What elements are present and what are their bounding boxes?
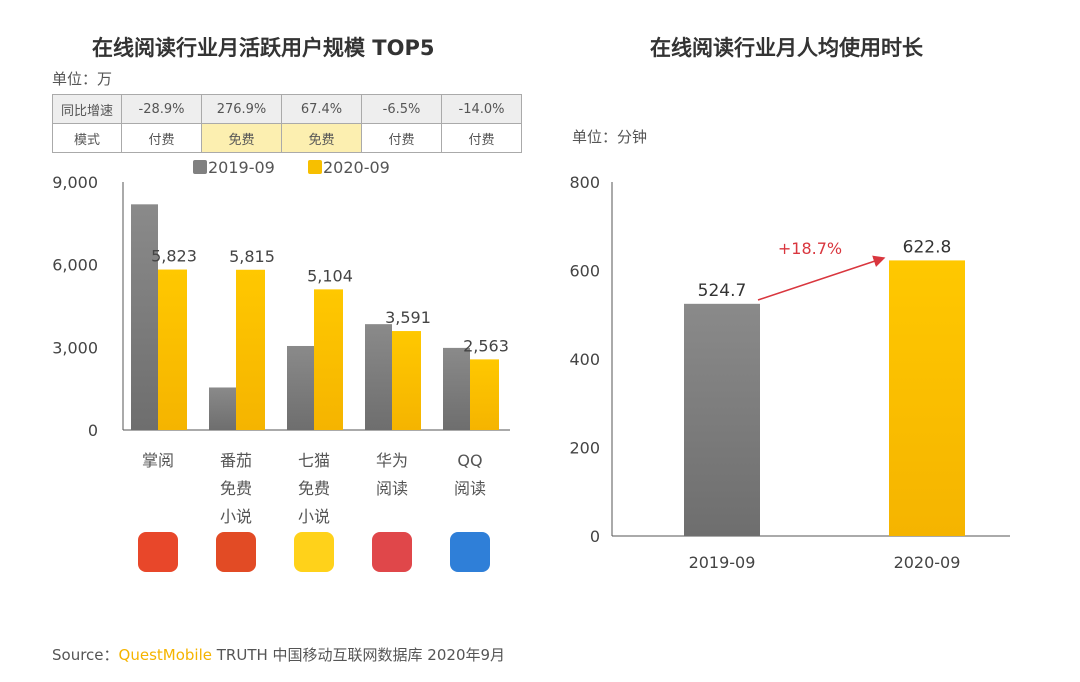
huawei-reader-app-icon — [372, 532, 412, 572]
right-y-tick-label: 0 — [590, 527, 600, 546]
bar-2020-3 — [392, 331, 421, 430]
x-category-label: 华为 — [376, 451, 408, 470]
data-label: 622.8 — [903, 237, 952, 257]
x-category-label: 2019-09 — [689, 553, 756, 572]
x-category-label: 小说 — [220, 507, 252, 526]
bar-2019-2 — [287, 346, 314, 430]
bar-2020-4 — [470, 359, 499, 430]
bar-2020-0 — [158, 270, 187, 430]
bar-2019-0 — [131, 204, 158, 430]
right-y-tick-label: 600 — [569, 262, 600, 281]
source-prefix: Source： — [52, 646, 119, 664]
data-label-2020: 3,591 — [385, 308, 431, 327]
data-label: 524.7 — [698, 281, 747, 301]
legend-label-2019: 2019-09 — [208, 158, 275, 177]
bar-2019-4 — [443, 348, 470, 430]
x-category-label: 免费 — [220, 479, 252, 498]
left-y-tick-label: 3,000 — [52, 338, 98, 357]
data-label-2020: 5,815 — [229, 247, 275, 266]
x-category-label: 免费 — [298, 479, 330, 498]
right-y-tick-label: 800 — [569, 173, 600, 192]
left-y-tick-label: 6,000 — [52, 256, 98, 275]
qimao-app-icon — [294, 532, 334, 572]
source-note: Source：QuestMobile TRUTH 中国移动互联网数据库 2020… — [52, 644, 505, 665]
bar-2020-09 — [889, 260, 965, 536]
x-category-label: 阅读 — [454, 479, 486, 498]
data-label-2020: 5,104 — [307, 266, 353, 285]
bar-2019-1 — [209, 387, 236, 430]
bar-2019-09 — [684, 304, 760, 536]
source-rest: TRUTH 中国移动互联网数据库 2020年9月 — [217, 646, 505, 664]
data-label-2020: 5,823 — [151, 247, 197, 266]
x-category-label: 小说 — [298, 507, 330, 526]
x-category-label: QQ — [457, 451, 482, 470]
source-brand: QuestMobile — [119, 646, 212, 664]
x-category-label: 阅读 — [376, 479, 408, 498]
bar-2020-1 — [236, 270, 265, 430]
legend-swatch-2020 — [308, 160, 322, 174]
growth-annotation: +18.7% — [778, 239, 842, 258]
page: 在线阅读行业月活跃用户规模 TOP5 在线阅读行业月人均使用时长 单位：万 单位… — [0, 0, 1080, 682]
legend-label-2020: 2020-09 — [323, 158, 390, 177]
x-category-label: 番茄 — [220, 451, 252, 470]
right-y-tick-label: 200 — [569, 439, 600, 458]
right-y-tick-label: 400 — [569, 350, 600, 369]
x-category-label: 掌阅 — [142, 451, 174, 470]
qq-reader-app-icon — [450, 532, 490, 572]
x-category-label: 七猫 — [298, 451, 330, 470]
bar-2019-3 — [365, 324, 392, 430]
x-category-label: 2020-09 — [894, 553, 961, 572]
legend-swatch-2019 — [193, 160, 207, 174]
left-y-tick-label: 0 — [88, 421, 98, 440]
growth-arrow — [758, 258, 884, 300]
data-label-2020: 2,563 — [463, 336, 509, 355]
left-y-tick-label: 9,000 — [52, 173, 98, 192]
charts-svg: 0 3,000 6,000 9,000 2019-09 2020-09 5,823 掌阅 5,8… — [0, 0, 1080, 682]
fanqie-app-icon — [216, 532, 256, 572]
zhangyue-app-icon — [138, 532, 178, 572]
bar-2020-2 — [314, 289, 343, 430]
